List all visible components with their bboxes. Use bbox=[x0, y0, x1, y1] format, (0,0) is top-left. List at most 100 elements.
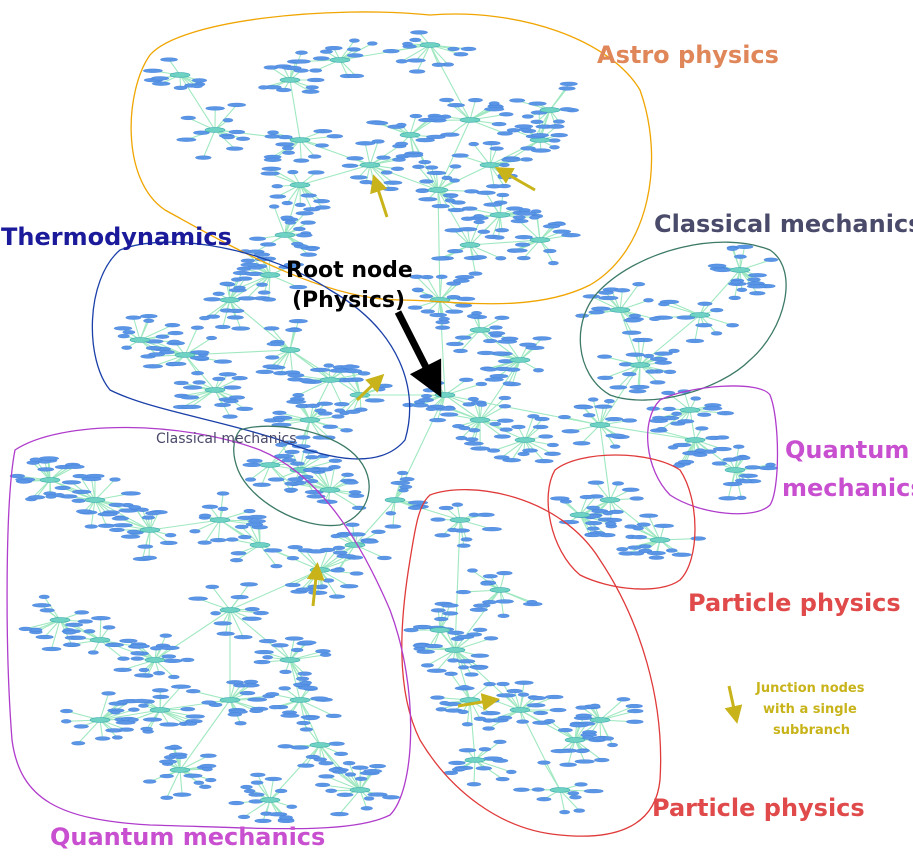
tree-leaf-edge bbox=[269, 778, 274, 801]
tree-leaf-edge bbox=[506, 341, 521, 361]
quantum-mechanics-bottom-cluster bbox=[6, 426, 412, 830]
tree-leaf-edge bbox=[256, 782, 271, 801]
tree-leaf-node bbox=[316, 401, 334, 406]
tree-hub-node bbox=[549, 787, 571, 793]
tree-leaf-node bbox=[667, 445, 679, 450]
tree-hub-node bbox=[84, 497, 106, 503]
tree-leaf-node bbox=[39, 608, 55, 613]
tree-leaf-edge bbox=[439, 276, 443, 301]
tree-leaf-node bbox=[458, 377, 474, 382]
tree-leaf-node bbox=[253, 252, 271, 257]
tree-branch-edge bbox=[574, 719, 601, 741]
tree-leaf-node bbox=[120, 534, 141, 539]
tree-leaf-node bbox=[473, 219, 485, 225]
tree-leaf-node bbox=[418, 160, 432, 165]
tree-leaf-node bbox=[166, 361, 187, 366]
tree-leaf-edge bbox=[77, 719, 101, 744]
tree-leaf-node bbox=[716, 411, 735, 416]
tree-leaf-node bbox=[445, 341, 464, 347]
tree-leaf-node bbox=[339, 584, 359, 589]
tree-leaf-node bbox=[627, 708, 644, 714]
tree-leaf-node bbox=[514, 242, 531, 247]
tree-leaf-node bbox=[101, 691, 116, 696]
tree-leaf-edge bbox=[359, 789, 368, 809]
tree-leaf-node bbox=[295, 480, 307, 485]
tree-leaf-node bbox=[281, 200, 293, 206]
tree-leaf-node bbox=[421, 394, 432, 399]
tree-leaf-node bbox=[472, 627, 488, 632]
tree-hub-node bbox=[204, 387, 226, 393]
tree-leaf-node bbox=[351, 765, 369, 770]
tree-leaf-edge bbox=[229, 299, 242, 329]
tree-leaf-node bbox=[218, 372, 237, 377]
tree-leaf-node bbox=[290, 461, 305, 466]
tree-leaf-node bbox=[205, 106, 225, 111]
tree-hub-node bbox=[399, 132, 421, 138]
tree-leaf-node bbox=[418, 397, 435, 403]
tree-leaf-node bbox=[307, 154, 322, 159]
tree-leaf-node bbox=[431, 62, 446, 67]
tree-leaf-node bbox=[325, 713, 342, 719]
tree-leaf-node bbox=[454, 275, 475, 280]
tree-leaf-node bbox=[153, 671, 166, 676]
tree-leaf-node bbox=[475, 381, 488, 387]
tree-leaf-node bbox=[235, 136, 251, 141]
tree-leaf-node bbox=[295, 233, 313, 238]
tree-leaf-node bbox=[140, 726, 153, 732]
tree-hub-node bbox=[539, 107, 561, 113]
tree-hub-node bbox=[309, 742, 331, 748]
tree-leaf-edge bbox=[302, 419, 311, 438]
tree-hub-node bbox=[464, 757, 486, 763]
tree-leaf-node bbox=[326, 134, 344, 139]
tree-leaf-node bbox=[482, 574, 498, 579]
tree-leaf-node bbox=[191, 78, 208, 83]
tree-leaf-node bbox=[399, 477, 415, 482]
tree-hub-node bbox=[589, 422, 611, 428]
tree-leaf-node bbox=[728, 295, 741, 301]
tree-leaf-node bbox=[341, 472, 354, 477]
tree-leaf-node bbox=[190, 325, 204, 330]
tree-leaf-node bbox=[125, 315, 142, 320]
tree-leaf-node bbox=[695, 426, 709, 431]
tree-leaf-edge bbox=[99, 693, 110, 721]
tree-leaf-edge bbox=[501, 439, 526, 458]
tree-leaf-node bbox=[545, 694, 564, 700]
tree-leaf-node bbox=[18, 626, 33, 632]
tree-leaf-edge bbox=[309, 419, 330, 439]
tree-leaf-node bbox=[408, 69, 426, 74]
tree-leaf-node bbox=[482, 726, 495, 731]
tree-leaf-node bbox=[468, 141, 479, 147]
tree-leaf-node bbox=[499, 427, 513, 432]
tree-leaf-node bbox=[559, 762, 577, 767]
tree-leaf-edge bbox=[50, 619, 61, 650]
tree-leaf-node bbox=[662, 406, 676, 412]
tree-leaf-edge bbox=[369, 141, 379, 166]
tree-leaf-node bbox=[127, 717, 139, 722]
tree-leaf-node bbox=[461, 722, 473, 727]
tree-leaf-node bbox=[403, 627, 419, 633]
tree-leaf-edge bbox=[329, 489, 360, 509]
tree-leaf-node bbox=[9, 473, 25, 479]
tree-leaf-node bbox=[328, 741, 345, 746]
tree-leaf-node bbox=[510, 218, 529, 224]
tree-leaf-node bbox=[473, 716, 487, 721]
tree-leaf-node bbox=[549, 145, 560, 150]
tree-leaf-node bbox=[27, 495, 46, 500]
tree-leaf-edge bbox=[262, 799, 271, 822]
tree-leaf-node bbox=[514, 124, 534, 129]
tree-hub-node bbox=[259, 272, 281, 278]
tree-leaf-edge bbox=[694, 314, 701, 342]
tree-leaf-node bbox=[130, 651, 145, 656]
tree-leaf-edge bbox=[269, 442, 290, 466]
tree-leaf-node bbox=[299, 252, 318, 257]
tree-leaf-node bbox=[424, 644, 444, 649]
tree-leaf-node bbox=[382, 49, 400, 54]
tree-leaf-node bbox=[440, 132, 460, 137]
tree-leaf-node bbox=[342, 761, 356, 766]
tree-branch-edge bbox=[437, 164, 491, 191]
tree-leaf-node bbox=[280, 215, 294, 220]
tree-branch-edge bbox=[599, 424, 611, 501]
tree-leaf-node bbox=[395, 59, 408, 64]
tree-leaf-node bbox=[632, 337, 645, 343]
junction-arrow-quantum-bottom bbox=[306, 562, 325, 607]
